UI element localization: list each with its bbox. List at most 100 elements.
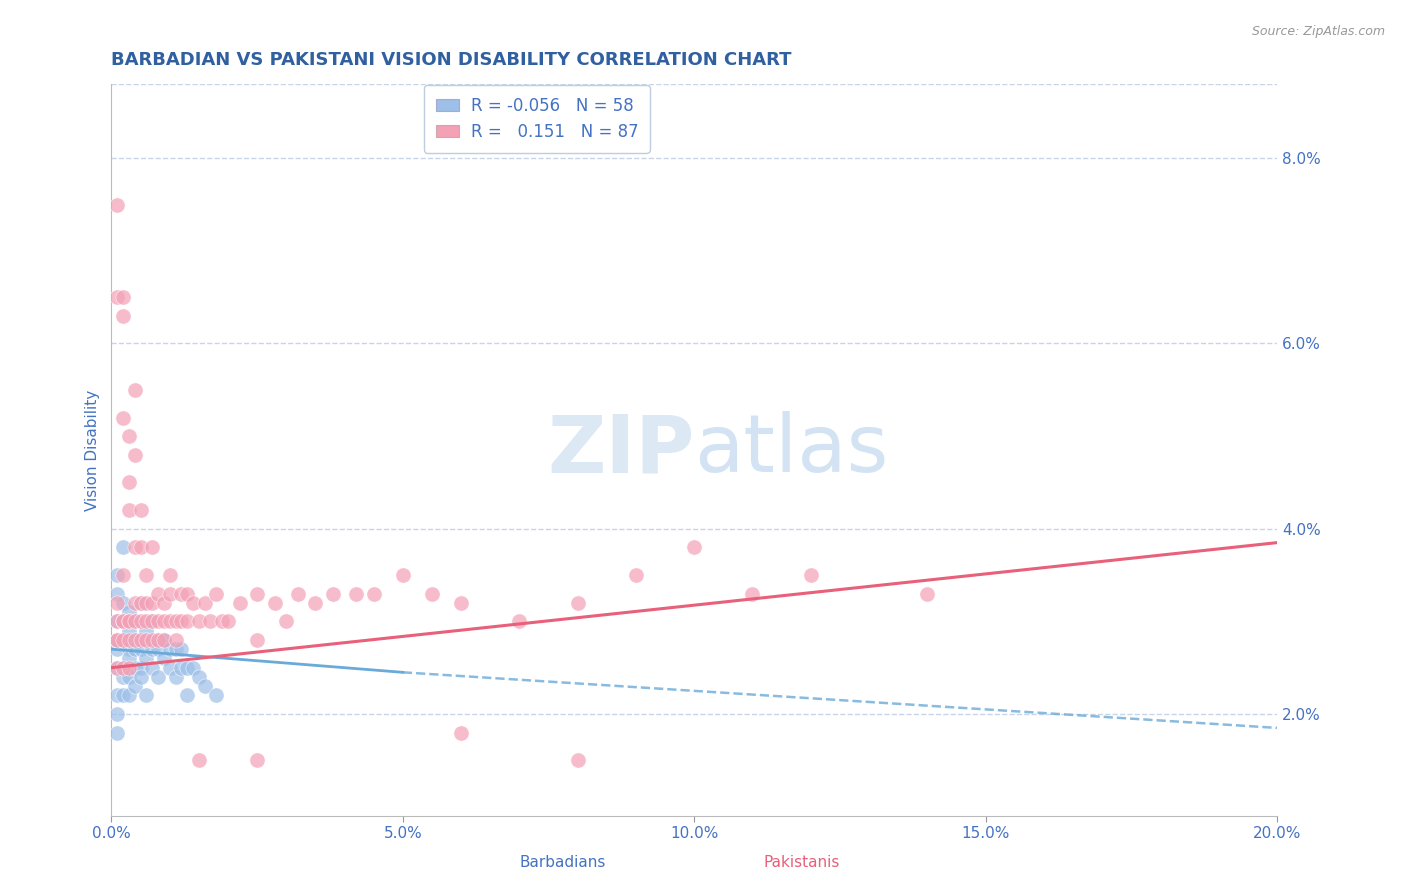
- Point: [141, 615, 163, 629]
- Point: [129, 632, 152, 647]
- Point: [105, 568, 128, 582]
- Point: [508, 615, 530, 629]
- Point: [683, 541, 706, 555]
- Point: [567, 596, 589, 610]
- Point: [124, 642, 146, 657]
- Point: [176, 689, 198, 703]
- Point: [153, 632, 176, 647]
- Point: [304, 596, 326, 610]
- Point: [118, 615, 141, 629]
- Point: [344, 586, 367, 600]
- Point: [135, 651, 157, 665]
- Text: Pakistanis: Pakistanis: [763, 855, 839, 870]
- Point: [165, 642, 187, 657]
- Point: [112, 410, 135, 425]
- Point: [159, 586, 181, 600]
- Point: [124, 615, 146, 629]
- Point: [112, 615, 135, 629]
- Point: [135, 632, 157, 647]
- Point: [105, 615, 128, 629]
- Point: [105, 197, 128, 211]
- Point: [135, 624, 157, 638]
- Point: [170, 642, 193, 657]
- Point: [112, 615, 135, 629]
- Point: [118, 651, 141, 665]
- Point: [124, 679, 146, 693]
- Point: [187, 615, 209, 629]
- Point: [105, 586, 128, 600]
- Point: [135, 596, 157, 610]
- Point: [246, 586, 269, 600]
- Point: [118, 615, 141, 629]
- Point: [124, 596, 146, 610]
- Point: [124, 661, 146, 675]
- Point: [228, 596, 250, 610]
- Point: [176, 661, 198, 675]
- Point: [159, 642, 181, 657]
- Point: [165, 615, 187, 629]
- Point: [118, 632, 141, 647]
- Point: [112, 632, 135, 647]
- Point: [246, 632, 269, 647]
- Point: [135, 615, 157, 629]
- Point: [159, 568, 181, 582]
- Point: [391, 568, 413, 582]
- Point: [118, 605, 141, 619]
- Point: [129, 615, 152, 629]
- Point: [146, 586, 169, 600]
- Point: [112, 568, 135, 582]
- Point: [363, 586, 385, 600]
- Point: [112, 596, 135, 610]
- Point: [146, 615, 169, 629]
- Point: [129, 596, 152, 610]
- Point: [187, 753, 209, 767]
- Point: [118, 670, 141, 684]
- Point: [170, 586, 193, 600]
- Point: [112, 661, 135, 675]
- Point: [124, 541, 146, 555]
- Text: ZIP: ZIP: [547, 411, 695, 489]
- Point: [263, 596, 285, 610]
- Point: [205, 586, 228, 600]
- Point: [141, 642, 163, 657]
- Point: [135, 689, 157, 703]
- Point: [124, 632, 146, 647]
- Point: [105, 642, 128, 657]
- Point: [118, 624, 141, 638]
- Y-axis label: Vision Disability: Vision Disability: [86, 390, 100, 510]
- Point: [146, 642, 169, 657]
- Text: Source: ZipAtlas.com: Source: ZipAtlas.com: [1251, 25, 1385, 38]
- Point: [165, 632, 187, 647]
- Point: [105, 615, 128, 629]
- Point: [917, 586, 939, 600]
- Point: [105, 596, 128, 610]
- Point: [170, 661, 193, 675]
- Point: [105, 290, 128, 304]
- Point: [112, 632, 135, 647]
- Point: [146, 632, 169, 647]
- Point: [105, 661, 128, 675]
- Point: [217, 615, 239, 629]
- Legend: R = -0.056   N = 58, R =   0.151   N = 87: R = -0.056 N = 58, R = 0.151 N = 87: [423, 85, 650, 153]
- Point: [170, 615, 193, 629]
- Point: [176, 615, 198, 629]
- Point: [129, 503, 152, 517]
- Point: [194, 596, 217, 610]
- Point: [153, 615, 176, 629]
- Point: [118, 615, 141, 629]
- Point: [118, 642, 141, 657]
- Point: [112, 541, 135, 555]
- Point: [135, 568, 157, 582]
- Point: [118, 661, 141, 675]
- Point: [112, 689, 135, 703]
- Point: [420, 586, 443, 600]
- Point: [146, 670, 169, 684]
- Point: [141, 632, 163, 647]
- Text: BARBADIAN VS PAKISTANI VISION DISABILITY CORRELATION CHART: BARBADIAN VS PAKISTANI VISION DISABILITY…: [111, 51, 792, 69]
- Point: [105, 661, 128, 675]
- Point: [105, 632, 128, 647]
- Point: [165, 670, 187, 684]
- Point: [141, 661, 163, 675]
- Point: [205, 689, 228, 703]
- Point: [141, 541, 163, 555]
